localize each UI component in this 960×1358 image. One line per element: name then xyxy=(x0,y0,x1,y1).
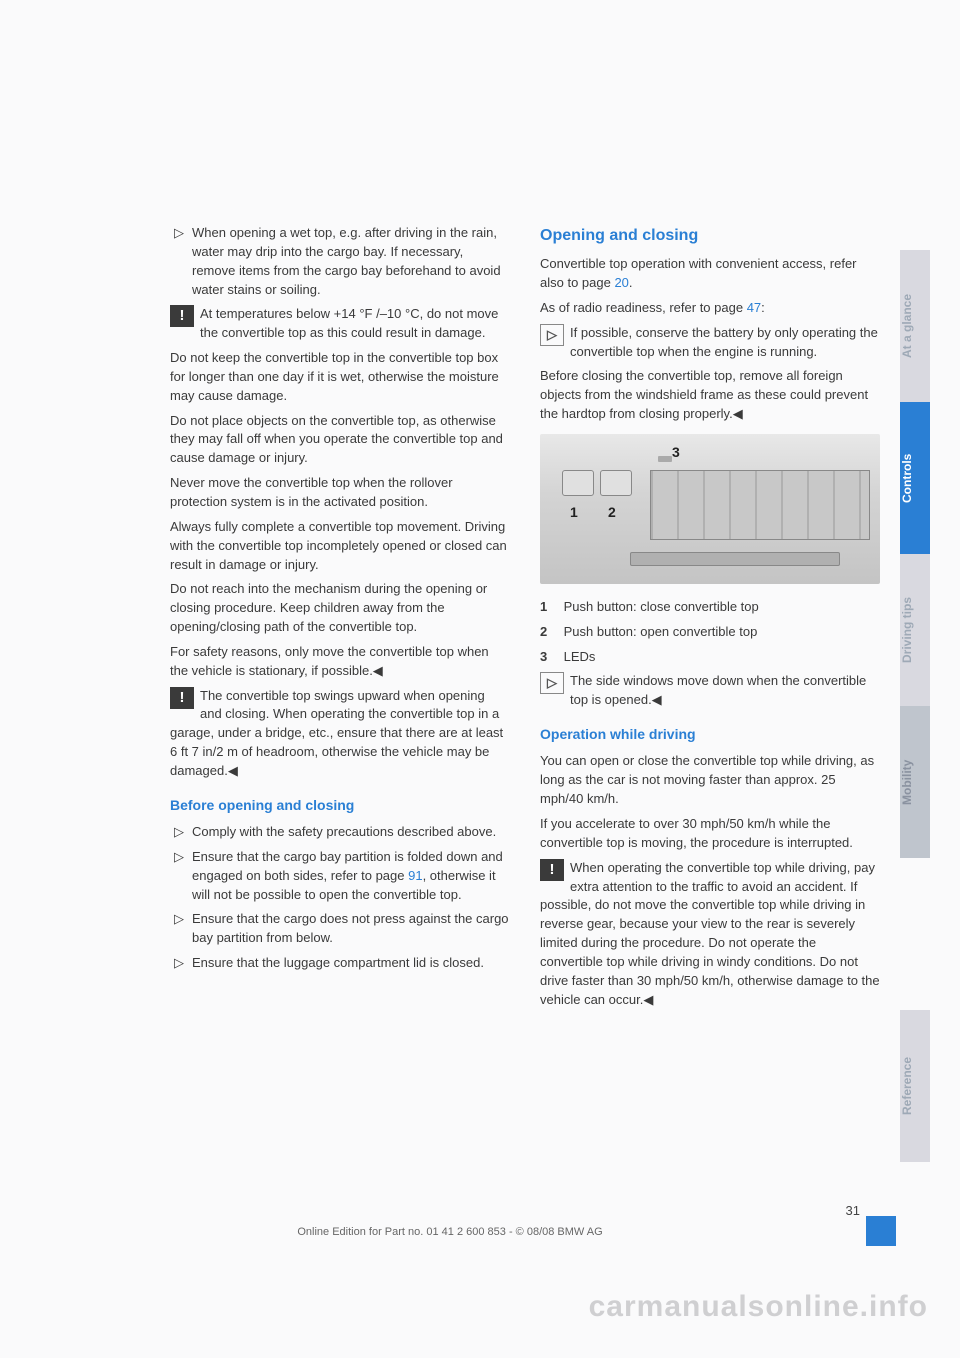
tab-controls[interactable]: Controls xyxy=(900,402,930,554)
warning-temperature: ! At temperatures below +14 °F /–10 °C, … xyxy=(170,305,510,343)
info-text: The side windows move down when the conv… xyxy=(570,673,866,707)
tab-mobility[interactable]: Mobility xyxy=(900,706,930,858)
bullet-before-2: ▷ Ensure that the cargo bay partition is… xyxy=(170,848,510,905)
page-link-47[interactable]: 47 xyxy=(747,300,761,315)
warning-text: The convertible top swings upward when o… xyxy=(170,688,503,778)
list-text: Push button: close convertible top xyxy=(564,599,759,614)
list-num: 2 xyxy=(540,623,560,642)
right-column: Opening and closing Convertible top oper… xyxy=(540,224,880,1015)
figure-label-1: 1 xyxy=(570,502,578,522)
warning-icon: ! xyxy=(540,859,564,881)
content-columns: ▷ When opening a wet top, e.g. after dri… xyxy=(170,224,880,1015)
para-rollover: Never move the convertible top when the … xyxy=(170,474,510,512)
bullet-before-4: ▷ Ensure that the luggage compartment li… xyxy=(170,954,510,973)
warning-driving: ! When operating the convertible top whi… xyxy=(540,859,880,1010)
watermark: carmanualsonline.info xyxy=(589,1290,928,1324)
bullet-before-3: ▷ Ensure that the cargo does not press a… xyxy=(170,910,510,948)
tab-driving-tips[interactable]: Driving tips xyxy=(900,554,930,706)
info-text: If possible, conserve the battery by onl… xyxy=(570,325,878,359)
left-column: ▷ When opening a wet top, e.g. after dri… xyxy=(170,224,510,1015)
bullet-text: When opening a wet top, e.g. after drivi… xyxy=(192,224,510,299)
figure-label-2: 2 xyxy=(608,502,616,522)
list-item-1: 1 Push button: close convertible top xyxy=(540,598,880,617)
bullet-marker-icon: ▷ xyxy=(174,848,182,905)
page-link-91[interactable]: 91 xyxy=(408,868,422,883)
para-mechanism: Do not reach into the mechanism during t… xyxy=(170,580,510,637)
bullet-text: Ensure that the luggage compartment lid … xyxy=(192,954,510,973)
bullet-marker-icon: ▷ xyxy=(174,954,182,973)
para-convenient: Convertible top operation with convenien… xyxy=(540,255,880,293)
figure-radio-panel xyxy=(650,470,870,540)
figure-label-3: 3 xyxy=(672,442,680,462)
figure-led xyxy=(658,456,672,462)
bullet-marker-icon: ▷ xyxy=(174,823,182,842)
figure-cd-slot xyxy=(630,552,840,566)
footer-text: Online Edition for Part no. 01 41 2 600 … xyxy=(0,1226,900,1238)
bullet-marker-icon: ▷ xyxy=(174,224,182,299)
para-foreign-objects: Before closing the convertible top, remo… xyxy=(540,367,880,424)
info-icon: ▷ xyxy=(540,324,564,346)
bullet-before-1: ▷ Comply with the safety precautions des… xyxy=(170,823,510,842)
para-complete: Always fully complete a convertible top … xyxy=(170,518,510,575)
warning-icon: ! xyxy=(170,305,194,327)
list-text: LEDs xyxy=(564,649,596,664)
bullet-marker-icon: ▷ xyxy=(174,910,182,948)
manual-page: ▷ When opening a wet top, e.g. after dri… xyxy=(0,0,960,1358)
bullet-text: Comply with the safety precautions descr… xyxy=(192,823,510,842)
section-tabs: At a glance Controls Driving tips Mobili… xyxy=(900,250,930,1162)
heading-operation-driving: Operation while driving xyxy=(540,724,880,744)
warning-swing: ! The convertible top swings upward when… xyxy=(170,687,510,781)
info-windows: ▷ The side windows move down when the co… xyxy=(540,672,880,710)
tab-reference[interactable]: Reference xyxy=(900,1010,930,1162)
heading-opening-closing: Opening and closing xyxy=(540,224,880,247)
figure-close-button xyxy=(562,470,594,496)
dashboard-figure: 1 2 3 xyxy=(540,434,880,584)
page-link-20[interactable]: 20 xyxy=(614,275,628,290)
warning-text: When operating the convertible top while… xyxy=(540,860,880,1007)
para-drive-accel: If you accelerate to over 30 mph/50 km/h… xyxy=(540,815,880,853)
list-num: 1 xyxy=(540,598,560,617)
tab-at-a-glance[interactable]: At a glance xyxy=(900,250,930,402)
list-num: 3 xyxy=(540,648,560,667)
figure-open-button xyxy=(600,470,632,496)
warning-text: At temperatures below +14 °F /–10 °C, do… xyxy=(200,306,498,340)
list-item-2: 2 Push button: open convertible top xyxy=(540,623,880,642)
bullet-wet-top: ▷ When opening a wet top, e.g. after dri… xyxy=(170,224,510,299)
figure-buttons xyxy=(562,470,632,496)
warning-icon: ! xyxy=(170,687,194,709)
bullet-text: Ensure that the cargo bay partition is f… xyxy=(192,848,510,905)
info-battery: ▷ If possible, conserve the battery by o… xyxy=(540,324,880,362)
para-stationary: For safety reasons, only move the conver… xyxy=(170,643,510,681)
list-text: Push button: open convertible top xyxy=(564,624,758,639)
page-number: 31 xyxy=(846,1203,860,1218)
bullet-text: Ensure that the cargo does not press aga… xyxy=(192,910,510,948)
para-radio: As of radio readiness, refer to page 47: xyxy=(540,299,880,318)
para-objects: Do not place objects on the convertible … xyxy=(170,412,510,469)
tab-empty xyxy=(900,858,930,1010)
heading-before: Before opening and closing xyxy=(170,795,510,815)
para-drive-speed: You can open or close the convertible to… xyxy=(540,752,880,809)
para-storage: Do not keep the convertible top in the c… xyxy=(170,349,510,406)
info-icon: ▷ xyxy=(540,672,564,694)
list-item-3: 3 LEDs xyxy=(540,648,880,667)
